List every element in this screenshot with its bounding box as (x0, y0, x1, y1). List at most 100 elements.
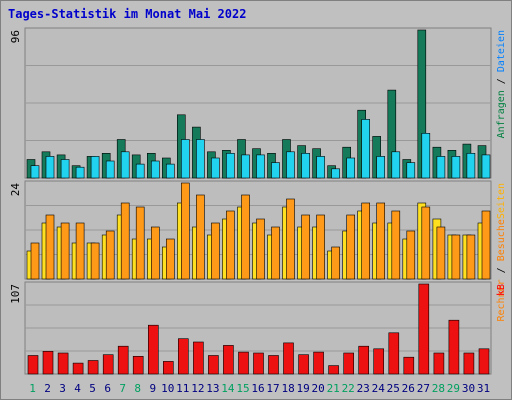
day-label-14: 14 (221, 382, 235, 395)
bar-hits-files-dateien-day-23 (361, 119, 371, 179)
bar-hits-files-dateien-day-31 (481, 154, 491, 179)
bar-kbytes-kb-day-21 (328, 365, 339, 375)
bar-hits-files-dateien-day-20 (316, 156, 325, 179)
bar-kbytes-kb-day-8 (132, 355, 144, 375)
day-label-23: 23 (357, 382, 370, 395)
bar-hits-files-dateien-day-13 (211, 157, 220, 179)
legend-entry: Rechner (496, 279, 507, 321)
bar-pages-visits-besuche-day-1 (30, 242, 40, 280)
bar-pages-visits-besuche-day-2 (45, 214, 55, 280)
day-label-27: 27 (417, 382, 430, 395)
y-max-label: 107 (9, 284, 22, 304)
bar-pages-visits-besuche-day-10 (166, 238, 175, 280)
bar-kbytes-kb-day-13 (208, 355, 219, 375)
day-label-6: 6 (104, 382, 111, 395)
bar-hits-files-dateien-day-2 (45, 156, 55, 179)
legend-hits-files: Anfragen / Dateien (496, 30, 507, 138)
day-label-26: 26 (402, 382, 415, 395)
bar-kbytes-kb-day-26 (403, 356, 415, 375)
bar-kbytes-kb-day-7 (117, 345, 129, 375)
bar-hits-files-dateien-day-3 (60, 159, 70, 179)
legend-entry: Dateien (496, 30, 507, 72)
bar-pages-visits-besuche-day-11 (181, 182, 190, 280)
bar-hits-files-dateien-day-21 (331, 168, 340, 179)
day-label-4: 4 (74, 382, 81, 395)
bar-kbytes-kb-day-9 (148, 324, 159, 375)
day-label-22: 22 (342, 382, 355, 395)
day-label-9: 9 (149, 382, 156, 395)
bar-pages-visits-besuche-day-15 (241, 194, 250, 280)
day-label-8: 8 (134, 382, 141, 395)
day-label-7: 7 (119, 382, 126, 395)
bar-pages-visits-besuche-day-5 (90, 242, 100, 280)
bar-pages-visits-besuche-day-25 (391, 210, 401, 280)
bar-kbytes-kb-day-31 (478, 348, 490, 375)
bar-pages-visits-besuche-day-23 (361, 202, 371, 280)
bar-pages-visits-besuche-day-20 (316, 214, 325, 280)
bar-pages-visits-besuche-day-22 (346, 214, 356, 280)
bar-kbytes-kb-day-29 (448, 319, 460, 375)
bar-kbytes-kb-day-5 (87, 360, 99, 375)
day-label-5: 5 (89, 382, 96, 395)
bar-pages-visits-besuche-day-9 (151, 226, 160, 280)
bar-pages-visits-besuche-day-8 (135, 206, 145, 280)
day-label-12: 12 (191, 382, 204, 395)
day-label-2: 2 (44, 382, 51, 395)
day-label-1: 1 (29, 382, 36, 395)
bar-hits-files-dateien-day-25 (391, 151, 401, 179)
day-label-29: 29 (447, 382, 460, 395)
bar-pages-visits-besuche-day-27 (421, 206, 431, 280)
bar-kbytes-kb-day-12 (193, 341, 204, 375)
bar-kbytes-kb-day-24 (373, 348, 385, 375)
day-label-24: 24 (372, 382, 386, 395)
bar-kbytes-kb-day-28 (433, 352, 445, 375)
bar-kbytes-kb-day-18 (283, 342, 294, 375)
legend-entry: / (496, 261, 507, 279)
bar-hits-files-dateien-day-5 (90, 156, 100, 179)
bar-hits-files-dateien-day-8 (135, 163, 145, 179)
bar-hits-files-dateien-day-1 (30, 165, 40, 179)
bar-hits-files-dateien-day-30 (466, 153, 476, 179)
bar-hits-files-dateien-day-15 (241, 154, 250, 179)
legend-entry: / (496, 72, 507, 90)
bar-kbytes-kb-day-19 (298, 354, 309, 375)
bar-hits-files-dateien-day-16 (256, 154, 265, 179)
y-max-label: 96 (9, 30, 22, 43)
bar-pages-visits-besuche-day-26 (406, 230, 416, 280)
day-label-25: 25 (387, 382, 400, 395)
bar-hits-files-dateien-day-6 (105, 160, 115, 179)
bar-pages-visits-besuche-day-28 (436, 226, 446, 280)
bar-hits-files-dateien-day-11 (181, 139, 190, 179)
bar-hits-files-dateien-day-7 (120, 151, 130, 179)
bar-kbytes-kb-day-11 (178, 338, 189, 375)
bar-pages-visits-besuche-day-21 (331, 246, 340, 280)
day-label-10: 10 (161, 382, 174, 395)
bar-hits-files-dateien-day-22 (346, 157, 356, 179)
bar-kbytes-kb-day-25 (388, 332, 400, 375)
bar-pages-visits-besuche-day-13 (211, 222, 220, 280)
day-label-11: 11 (176, 382, 189, 395)
y-max-label: 24 (9, 183, 22, 197)
day-label-28: 28 (432, 382, 445, 395)
legend-entry: Besuche (496, 219, 507, 261)
bar-pages-visits-besuche-day-7 (120, 202, 130, 280)
bar-hits-files-dateien-day-10 (166, 163, 175, 179)
bar-kbytes-kb-day-2 (42, 350, 54, 375)
bar-pages-visits-besuche-day-3 (60, 222, 70, 280)
bar-kbytes-kb-day-30 (463, 352, 475, 375)
bar-hits-files-dateien-day-9 (151, 160, 160, 179)
bar-kbytes-kb-day-20 (313, 351, 324, 375)
bar-kbytes-kb-day-16 (253, 352, 264, 375)
day-label-31: 31 (477, 382, 490, 395)
bar-pages-visits-besuche-day-18 (286, 198, 295, 280)
legend-entry: kB (496, 284, 507, 296)
day-label-17: 17 (266, 382, 279, 395)
bar-pages-visits-besuche-day-12 (196, 194, 205, 280)
bar-hits-files-dateien-day-4 (75, 166, 85, 179)
bar-kbytes-kb-day-22 (343, 352, 355, 375)
bar-hits-files-dateien-day-28 (436, 156, 446, 179)
bar-pages-visits-besuche-day-16 (256, 218, 265, 280)
bar-pages-visits-besuche-day-29 (451, 234, 461, 280)
